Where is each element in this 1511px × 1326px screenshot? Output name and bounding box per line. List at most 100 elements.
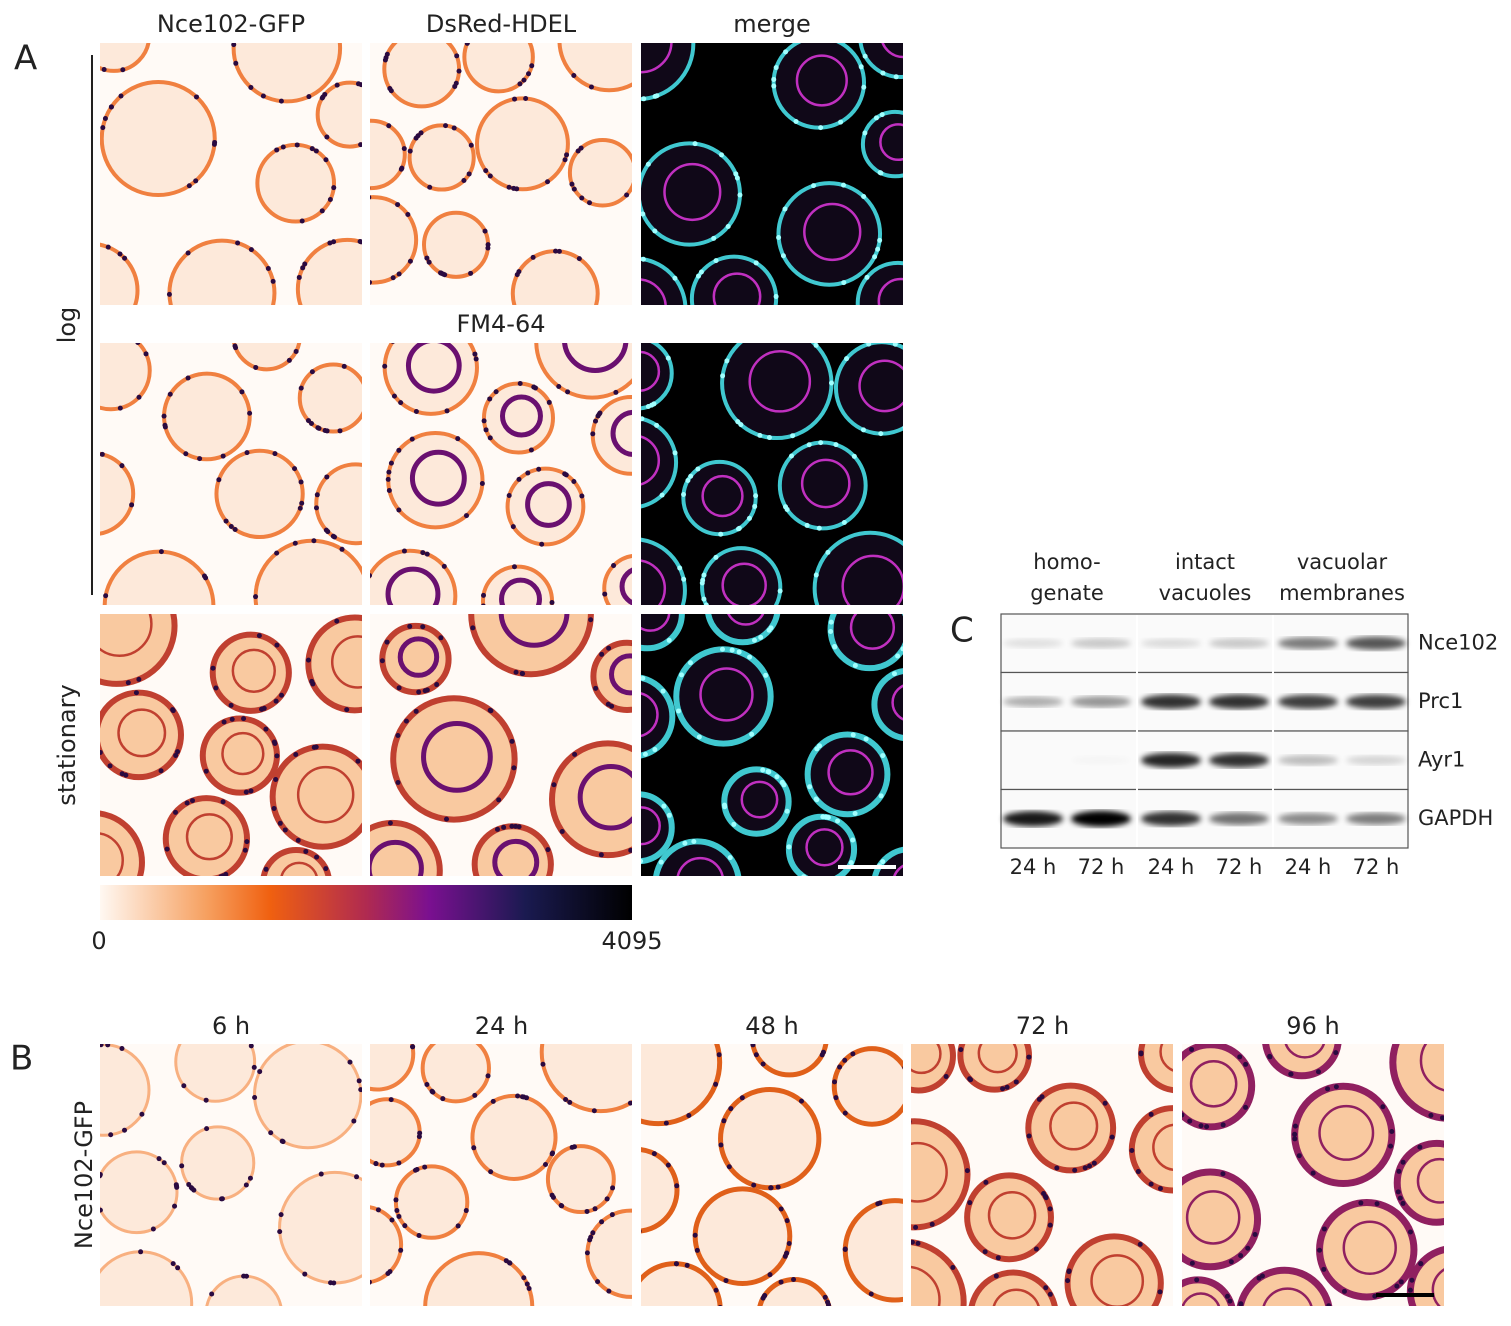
punctum bbox=[958, 1047, 964, 1053]
punctum bbox=[161, 413, 167, 419]
punctum bbox=[631, 164, 632, 166]
punctum bbox=[389, 1217, 395, 1223]
punctum bbox=[717, 336, 722, 341]
cell bbox=[390, 695, 518, 823]
punctum bbox=[426, 259, 432, 265]
punctum bbox=[473, 356, 479, 362]
punctum bbox=[692, 1232, 698, 1238]
cell bbox=[407, 123, 476, 192]
cell bbox=[370, 118, 407, 191]
punctum bbox=[391, 393, 397, 399]
punctum bbox=[193, 178, 199, 184]
punctum bbox=[633, 675, 638, 680]
punctum bbox=[1004, 1084, 1010, 1090]
band bbox=[1346, 812, 1406, 825]
punctum bbox=[62, 819, 67, 824]
punctum bbox=[1296, 1153, 1302, 1159]
punctum bbox=[386, 314, 391, 319]
punctum bbox=[103, 593, 109, 599]
punctum bbox=[485, 242, 491, 248]
punctum bbox=[564, 152, 570, 158]
punctum bbox=[514, 272, 520, 278]
band bbox=[1003, 638, 1063, 648]
punctum bbox=[721, 1118, 727, 1124]
punctum bbox=[720, 373, 726, 379]
punctum bbox=[1292, 1136, 1298, 1142]
punctum bbox=[596, 411, 602, 417]
punctum bbox=[736, 649, 742, 655]
vacuole bbox=[498, 614, 570, 648]
punctum bbox=[100, 1173, 103, 1179]
punctum bbox=[306, 318, 311, 323]
cell bbox=[911, 1239, 967, 1306]
punctum bbox=[241, 716, 247, 722]
punctum bbox=[116, 330, 121, 335]
punctum bbox=[341, 363, 347, 369]
vacuole bbox=[1090, 1254, 1145, 1306]
band bbox=[1071, 696, 1131, 708]
punctum bbox=[935, 303, 940, 308]
vacuole bbox=[370, 839, 424, 876]
punctum bbox=[940, 868, 945, 873]
cell bbox=[833, 343, 903, 436]
cell bbox=[423, 1251, 535, 1306]
punctum bbox=[599, 1219, 605, 1225]
punctum bbox=[858, 64, 864, 70]
punctum bbox=[378, 1015, 383, 1020]
punctum bbox=[278, 98, 284, 104]
punctum bbox=[1397, 1195, 1403, 1201]
punctum bbox=[918, 562, 923, 567]
punctum bbox=[714, 918, 719, 923]
punctum bbox=[510, 524, 516, 530]
punctum bbox=[293, 751, 299, 757]
punctum bbox=[526, 71, 532, 77]
punctum bbox=[590, 1230, 596, 1236]
punctum bbox=[361, 708, 362, 711]
punctum bbox=[718, 531, 724, 537]
punctum bbox=[143, 351, 149, 357]
punctum bbox=[666, 812, 672, 818]
punctum bbox=[248, 1044, 254, 1049]
punctum bbox=[793, 119, 799, 125]
punctum bbox=[302, 1271, 308, 1277]
punctum bbox=[119, 463, 125, 469]
column-header: DsRed-HDEL bbox=[426, 10, 577, 38]
punctum bbox=[911, 1239, 915, 1245]
cell bbox=[462, 43, 535, 94]
punctum bbox=[524, 1281, 530, 1287]
vacuole bbox=[409, 449, 467, 507]
punctum bbox=[61, 648, 66, 653]
punctum bbox=[273, 776, 279, 782]
punctum bbox=[579, 195, 585, 201]
band bbox=[1071, 756, 1131, 764]
punctum bbox=[1380, 1104, 1386, 1110]
punctum bbox=[440, 271, 446, 277]
punctum bbox=[842, 1057, 848, 1063]
punctum bbox=[325, 529, 331, 535]
row-label: stationary bbox=[53, 684, 81, 805]
punctum bbox=[309, 369, 315, 375]
vacuole bbox=[499, 394, 543, 438]
punctum bbox=[645, 161, 651, 167]
punctum bbox=[780, 253, 786, 259]
punctum bbox=[592, 1206, 598, 1212]
cell bbox=[1182, 1168, 1262, 1271]
punctum bbox=[862, 53, 868, 59]
punctum bbox=[641, 256, 646, 262]
punctum bbox=[145, 23, 150, 28]
vacuole bbox=[1182, 1292, 1221, 1306]
punctum bbox=[571, 186, 577, 192]
punctum bbox=[636, 1279, 641, 1284]
group-label: vacuolar bbox=[1297, 550, 1388, 574]
punctum bbox=[1489, 1024, 1494, 1029]
cell bbox=[1389, 1044, 1444, 1122]
punctum bbox=[828, 628, 834, 634]
vacuole bbox=[525, 481, 572, 528]
punctum bbox=[303, 848, 309, 854]
punctum bbox=[1087, 1163, 1093, 1169]
punctum bbox=[930, 11, 935, 16]
punctum bbox=[916, 558, 921, 563]
punctum bbox=[686, 1113, 692, 1119]
punctum bbox=[1333, 1050, 1339, 1056]
vacuole bbox=[397, 636, 440, 678]
